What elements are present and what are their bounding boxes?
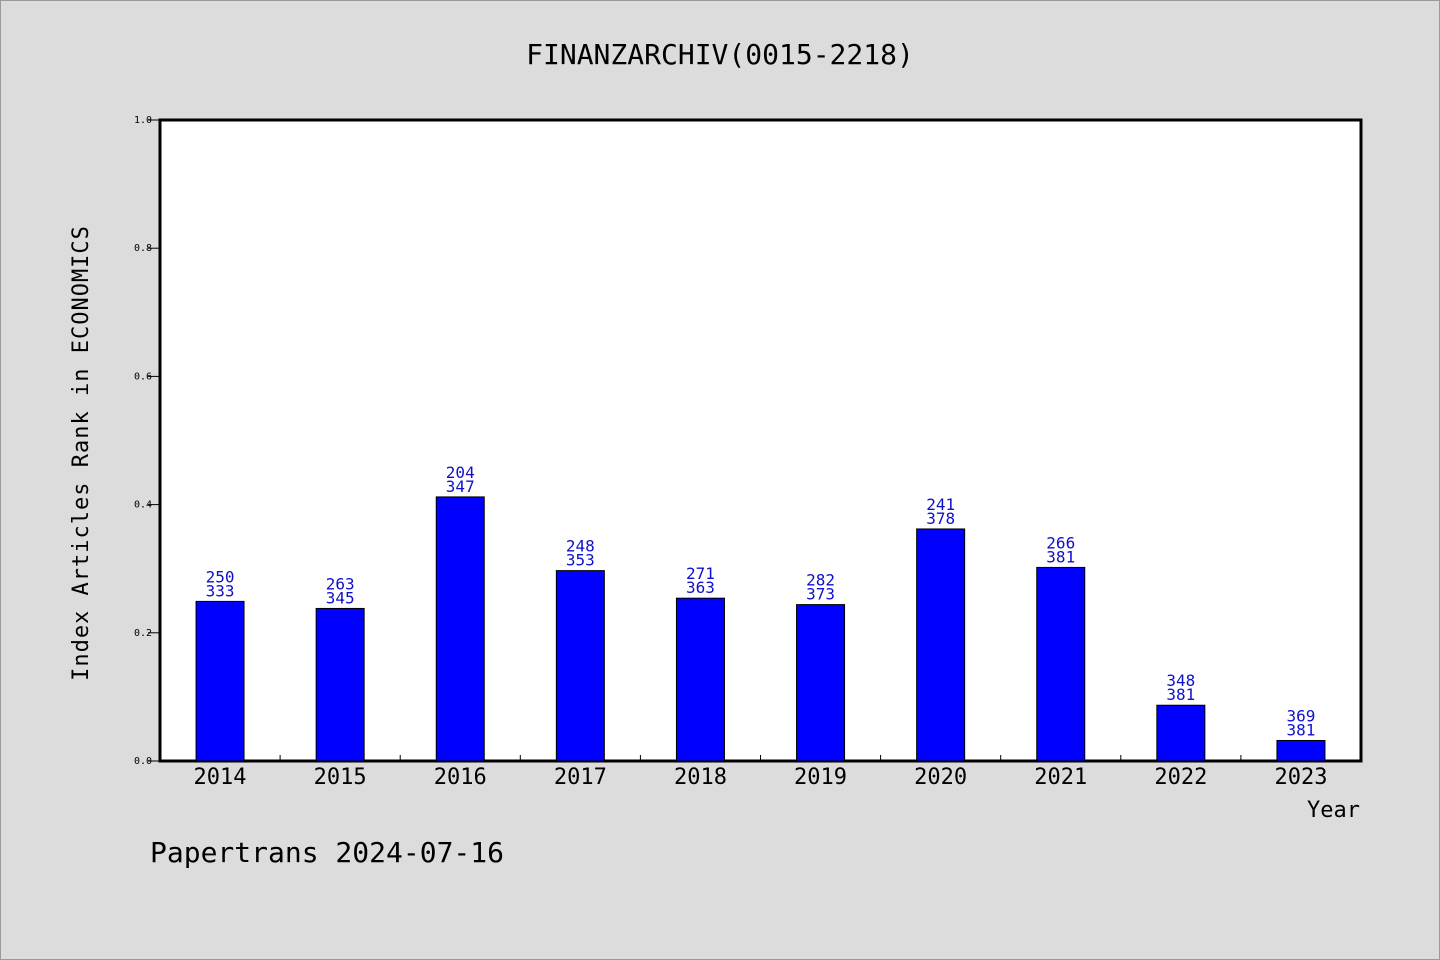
footer-credit: Papertrans 2024-07-16 bbox=[150, 836, 504, 869]
x-tick-label: 2018 bbox=[674, 765, 727, 790]
x-tick-label: 2020 bbox=[914, 765, 967, 790]
x-tick-label: 2023 bbox=[1274, 765, 1327, 790]
x-tick-label: 2021 bbox=[1034, 765, 1087, 790]
y-tick-label: 0.8 bbox=[134, 243, 152, 254]
bar bbox=[1156, 704, 1206, 762]
bar-total-label: 353 bbox=[566, 551, 595, 570]
x-axis: 2014 2015 2016 2017 2018 2019 2020 2021 2022 2023 bbox=[194, 755, 1327, 790]
bar-rank-label: 348 bbox=[1166, 671, 1195, 690]
bar-rank-label: 204 bbox=[446, 463, 475, 482]
bar-total-label: 381 bbox=[1166, 685, 1195, 704]
bar-rank-label: 263 bbox=[326, 574, 355, 593]
x-axis-label: Year bbox=[1307, 798, 1360, 823]
bar-rank-label: 282 bbox=[806, 571, 835, 590]
bar bbox=[1036, 566, 1086, 762]
y-tick-label: 0.2 bbox=[134, 628, 152, 639]
y-tick-label: 0.0 bbox=[134, 756, 152, 767]
bar bbox=[796, 604, 846, 762]
bar bbox=[315, 607, 365, 762]
bar bbox=[435, 496, 485, 762]
x-tick-label: 2016 bbox=[434, 765, 487, 790]
x-tick-label: 2019 bbox=[794, 765, 847, 790]
bar-total-label: 373 bbox=[806, 585, 835, 604]
bar-rank-label: 266 bbox=[1046, 533, 1075, 552]
x-tick-label: 2014 bbox=[194, 765, 247, 790]
bar bbox=[195, 600, 245, 762]
bar-total-label: 345 bbox=[326, 588, 355, 607]
bar bbox=[675, 597, 725, 762]
bar-rank-label: 271 bbox=[686, 564, 715, 583]
x-tick-label: 2015 bbox=[314, 765, 367, 790]
bar bbox=[916, 528, 966, 762]
bar-rank-label: 241 bbox=[926, 495, 955, 514]
bar bbox=[1276, 739, 1326, 762]
bar-total-label: 381 bbox=[1046, 547, 1075, 566]
bar-series bbox=[195, 496, 1326, 762]
y-tick-label: 0.6 bbox=[134, 371, 152, 382]
bar-total-label: 347 bbox=[446, 477, 475, 496]
bar-rank-label: 248 bbox=[566, 537, 595, 556]
bar-total-label: 363 bbox=[686, 578, 715, 597]
y-axis-label: Index Articles Rank in ECONOMICS bbox=[69, 225, 94, 681]
x-tick-label: 2017 bbox=[554, 765, 607, 790]
y-axis: 0.0 0.2 0.4 0.6 0.8 1.0 bbox=[134, 115, 160, 767]
x-tick-label: 2022 bbox=[1154, 765, 1207, 790]
bar-rank-label: 250 bbox=[206, 567, 235, 586]
bar bbox=[555, 570, 605, 762]
y-tick-label: 0.4 bbox=[134, 500, 152, 511]
bar-total-label: 381 bbox=[1286, 720, 1315, 739]
chart-title: FINANZARCHIV(0015-2218) bbox=[526, 38, 914, 71]
bar-total-label: 378 bbox=[926, 509, 955, 528]
bar-rank-label: 369 bbox=[1286, 706, 1315, 725]
bar-total-label: 333 bbox=[206, 581, 235, 600]
y-tick-label: 1.0 bbox=[134, 115, 152, 126]
